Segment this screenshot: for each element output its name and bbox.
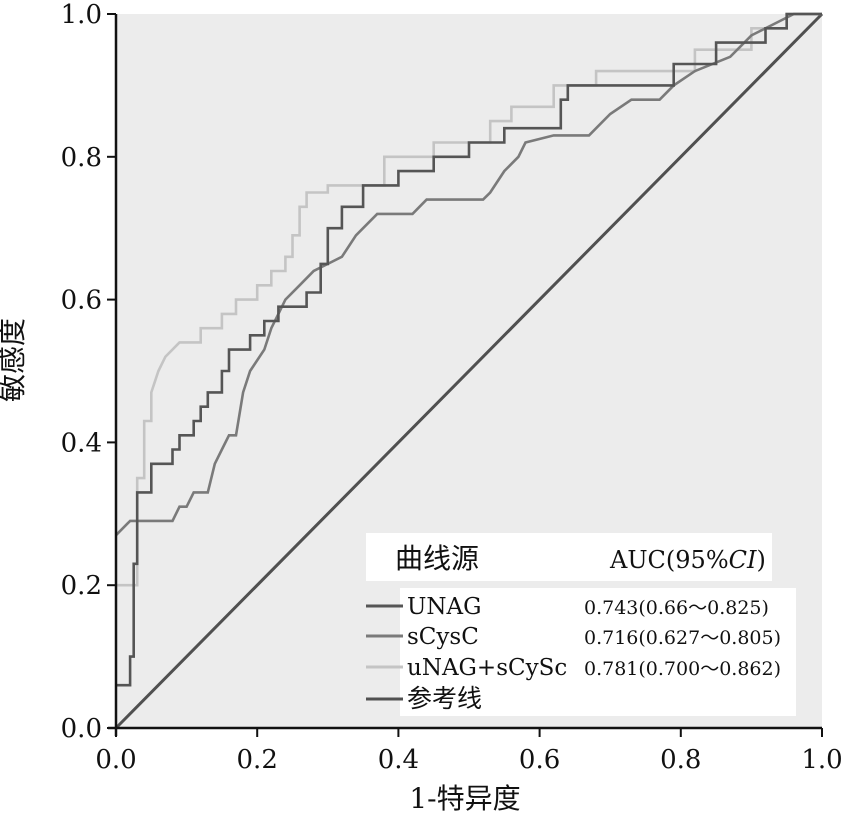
- legend-auc-unag-scysc: 0.781(0.700～0.862): [584, 658, 781, 680]
- x-tick-label: 0.0: [95, 745, 136, 775]
- legend: 曲线源 AUC(95%CI) UNAG 0.743(0.66～0.825) sCys…: [366, 533, 796, 716]
- legend-header-source: 曲线源: [395, 542, 479, 575]
- legend-auc-unag: 0.743(0.66～0.825): [584, 597, 769, 619]
- y-tick-label: 1.0: [61, 0, 102, 30]
- x-tick-label: 1.0: [801, 745, 842, 775]
- x-tick-label: 0.6: [519, 745, 560, 775]
- series-line-reference: [114, 12, 824, 730]
- x-tick-label: 0.4: [378, 745, 419, 775]
- y-tick-label: 0.6: [61, 286, 102, 316]
- legend-label-unag-scysc: uNAG+sCySc: [407, 655, 567, 681]
- x-tick-label: 0.8: [660, 745, 701, 775]
- legend-label-unag: UNAG: [407, 594, 482, 620]
- y-tick-label: 0.2: [61, 571, 102, 601]
- y-tick-label: 0.4: [61, 428, 102, 458]
- y-axis-title: 敏感度: [0, 318, 29, 402]
- y-tick-label: 0.8: [61, 143, 102, 173]
- legend-header-box: [366, 533, 772, 581]
- legend-label-reference: 参考线: [407, 684, 482, 713]
- x-tick-label: 0.2: [237, 745, 278, 775]
- legend-body-box: [400, 588, 796, 716]
- legend-header-auc: AUC(95%CI): [609, 546, 766, 574]
- series-line-unag: [116, 12, 822, 687]
- y-tick-label: 0.0: [61, 714, 102, 744]
- series-line-scysc: [115, 12, 822, 537]
- legend-auc-scysc: 0.716(0.627～0.805): [584, 627, 781, 649]
- x-axis-title: 1-特异度: [409, 782, 520, 815]
- legend-label-scysc: sCysC: [407, 624, 479, 650]
